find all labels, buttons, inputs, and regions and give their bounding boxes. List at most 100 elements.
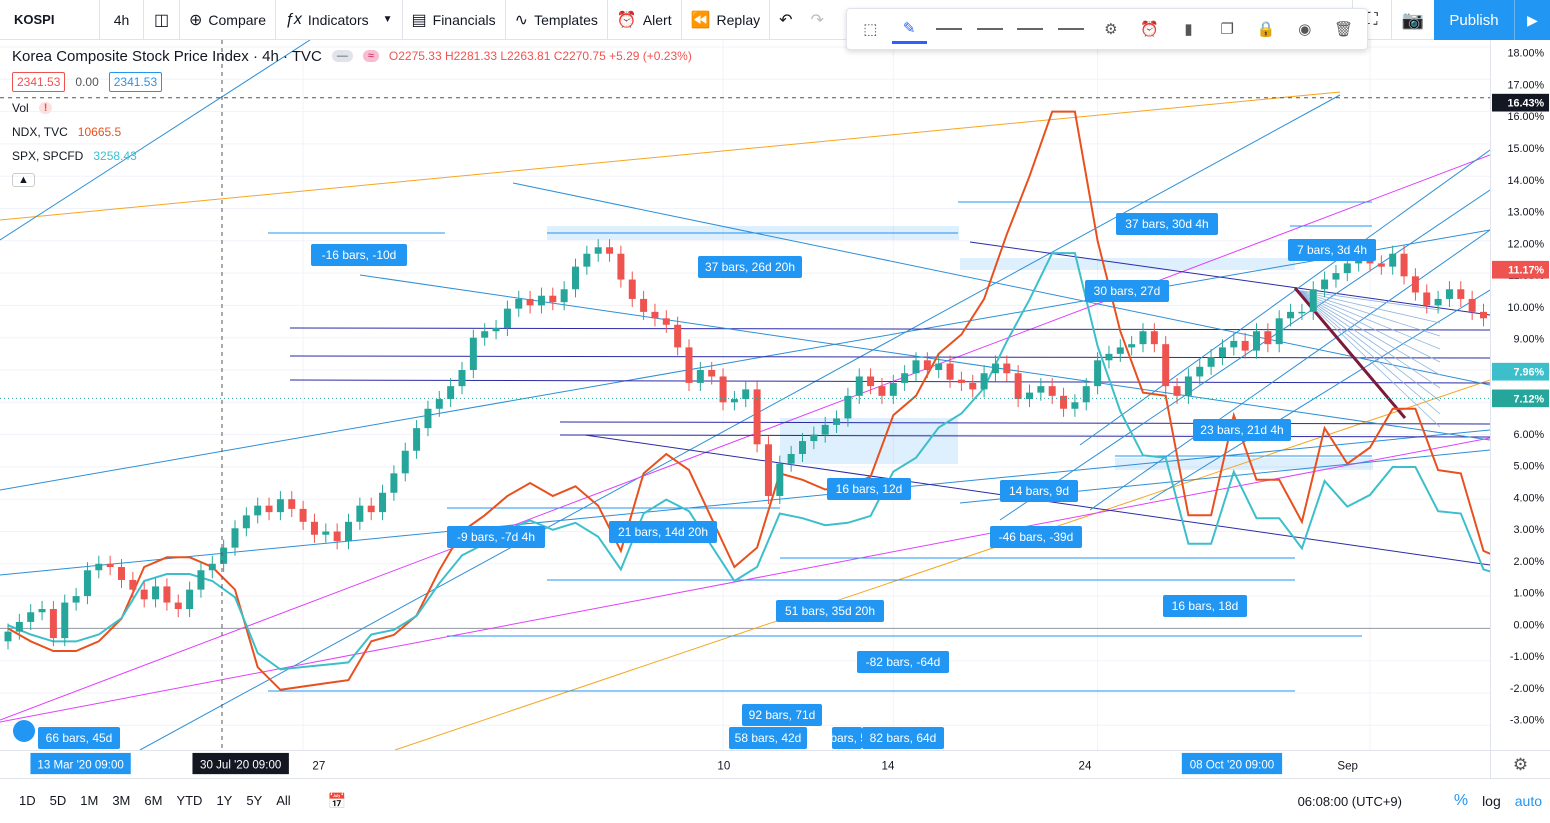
range-zone-3	[1115, 458, 1373, 470]
range-button-5y[interactable]: 5Y	[246, 793, 263, 808]
goto-date-button[interactable]: 📅	[327, 792, 347, 810]
ndx-label[interactable]: NDX, TVC	[12, 125, 68, 139]
candle	[435, 399, 443, 409]
y-tick-label: 10.00%	[1507, 302, 1544, 314]
range-button-1d[interactable]: 1D	[19, 793, 36, 808]
series-title[interactable]: Korea Composite Stock Price Index · 4h ·…	[12, 47, 322, 65]
crosshair-price-text: 16.43%	[1507, 98, 1544, 110]
range-button-3m[interactable]: 3M	[112, 793, 131, 808]
candle	[764, 444, 772, 496]
lock-button[interactable]: 🔒	[1249, 14, 1284, 44]
clock[interactable]: 06:08:00 (UTC+9)	[1297, 793, 1402, 809]
template-select-button[interactable]: ⬚	[853, 14, 888, 44]
buy-price-box[interactable]: 2341.53	[108, 72, 163, 92]
annotation-label: 82 bars, 64d	[870, 731, 937, 745]
candle	[1218, 347, 1226, 358]
y-tick-label: 0.00%	[1513, 619, 1544, 631]
range-button-1y[interactable]: 1Y	[216, 793, 233, 808]
vol-label[interactable]: Vol	[12, 101, 29, 115]
candle	[61, 602, 69, 639]
financials-button[interactable]: ▤ Financials	[403, 0, 506, 40]
y-tick-label: 3.00%	[1513, 524, 1544, 536]
price-label-text: 7.96%	[1513, 367, 1544, 379]
crosshair-price-box	[1491, 93, 1550, 112]
play-button[interactable]: ▶	[1514, 0, 1550, 40]
annotation-label: 37 bars, 30d 4h	[1125, 217, 1208, 231]
y-tick-label: -3.00%	[1510, 715, 1545, 727]
trend-line-3	[0, 229, 1490, 491]
publish-button[interactable]: Publish	[1434, 0, 1514, 40]
alert-label: Alert	[642, 11, 672, 28]
time-axis[interactable]: 27101424Sep71421Oct1913 Mar '20 09:0030 …	[0, 750, 1490, 778]
chart-style-button[interactable]: ◫	[144, 0, 180, 40]
legend-toggle-pill[interactable]: —	[331, 50, 353, 62]
candle	[299, 508, 307, 522]
line-start-button[interactable]	[1012, 14, 1049, 44]
percent-scale-button[interactable]: %	[1453, 792, 1469, 809]
candle	[753, 389, 761, 445]
candle	[1241, 340, 1249, 351]
price-axis[interactable]: 18.00% 17.00% 16.00% 15.00% 14.00% 13.00% 12.0…	[1490, 40, 1550, 750]
interval-button[interactable]: 4h	[100, 0, 144, 40]
legend-collapse-row: ▲	[0, 168, 760, 192]
range-button-all[interactable]: All	[276, 793, 291, 808]
line-start-icon	[1017, 28, 1044, 30]
range-button-6m[interactable]: 6M	[144, 793, 163, 808]
rewind-icon: ⏪	[690, 11, 711, 29]
candle	[1196, 366, 1204, 377]
candle	[969, 382, 977, 390]
clone-button[interactable]: ❐	[1210, 14, 1245, 44]
sell-price-box[interactable]: 2341.53	[12, 72, 66, 92]
candle	[83, 570, 91, 597]
range-button-5d[interactable]: 5D	[49, 793, 67, 808]
y-tick-label: -1.00%	[1510, 651, 1545, 663]
symbol-search[interactable]: KOSPI	[0, 0, 100, 40]
visual-order-button[interactable]: ▮	[1171, 14, 1206, 44]
candle	[1037, 386, 1045, 393]
candle	[140, 589, 148, 600]
templates-button[interactable]: ∿ Templates	[506, 0, 608, 40]
chart-settings-button[interactable]: ⚙	[1490, 750, 1550, 778]
range-button-1m[interactable]: 1M	[80, 793, 99, 808]
candle	[254, 505, 262, 516]
price-label-2: 7.12%	[1491, 389, 1550, 408]
trend-line-13	[969, 241, 1490, 316]
trend-line-12	[559, 434, 1490, 438]
line-color-button[interactable]: ✎	[891, 14, 927, 44]
spx-label[interactable]: SPX, SPCFD	[12, 149, 84, 163]
candle	[1162, 344, 1170, 387]
log-scale-button[interactable]: log	[1482, 793, 1501, 809]
y-tick-label: 17.00%	[1507, 79, 1544, 91]
candle	[833, 418, 841, 425]
indicators-button[interactable]: ƒx Indicators ▼	[276, 0, 403, 40]
line-width-button[interactable]	[931, 14, 968, 44]
collapse-legend-button[interactable]: ▲	[12, 173, 35, 187]
compare-button[interactable]: ⊕ Compare	[180, 0, 276, 40]
range-button-ytd[interactable]: YTD	[176, 793, 203, 808]
redo-button[interactable]: ↷	[802, 0, 833, 40]
candle	[1253, 331, 1260, 351]
candle	[1003, 363, 1011, 374]
candle	[719, 376, 727, 403]
replay-label: Replay	[716, 11, 761, 28]
alert-button[interactable]: ⏰ Alert	[608, 0, 682, 40]
line-end-button[interactable]	[1053, 14, 1090, 44]
line-style-button[interactable]	[971, 14, 1008, 44]
chart-plot-area[interactable]: -16 bars, -10d 37 bars, 26d 20h 37 bars, 3…	[0, 40, 1490, 750]
candle	[1026, 392, 1033, 400]
y-tick-label: 18.00%	[1507, 48, 1544, 60]
y-tick-label: 1.00%	[1513, 588, 1544, 600]
replay-button[interactable]: ⏪ Replay	[682, 0, 771, 40]
alert-add-button[interactable]: ⏰	[1132, 14, 1167, 44]
annotation-box	[38, 727, 120, 749]
line-style-icon	[976, 28, 1003, 30]
warning-icon[interactable]: !	[38, 102, 53, 114]
delete-button[interactable]: 🗑	[1326, 14, 1361, 44]
auto-scale-button[interactable]: auto	[1514, 793, 1542, 809]
hide-button[interactable]: ◉	[1287, 14, 1322, 44]
undo-button[interactable]: ↶	[770, 0, 801, 40]
snapshot-button[interactable]: 📷	[1392, 0, 1434, 40]
legend-style-pill[interactable]: ≈	[362, 50, 379, 62]
eye-icon: ◉	[1298, 21, 1312, 38]
settings-button[interactable]: ⚙	[1093, 14, 1128, 44]
